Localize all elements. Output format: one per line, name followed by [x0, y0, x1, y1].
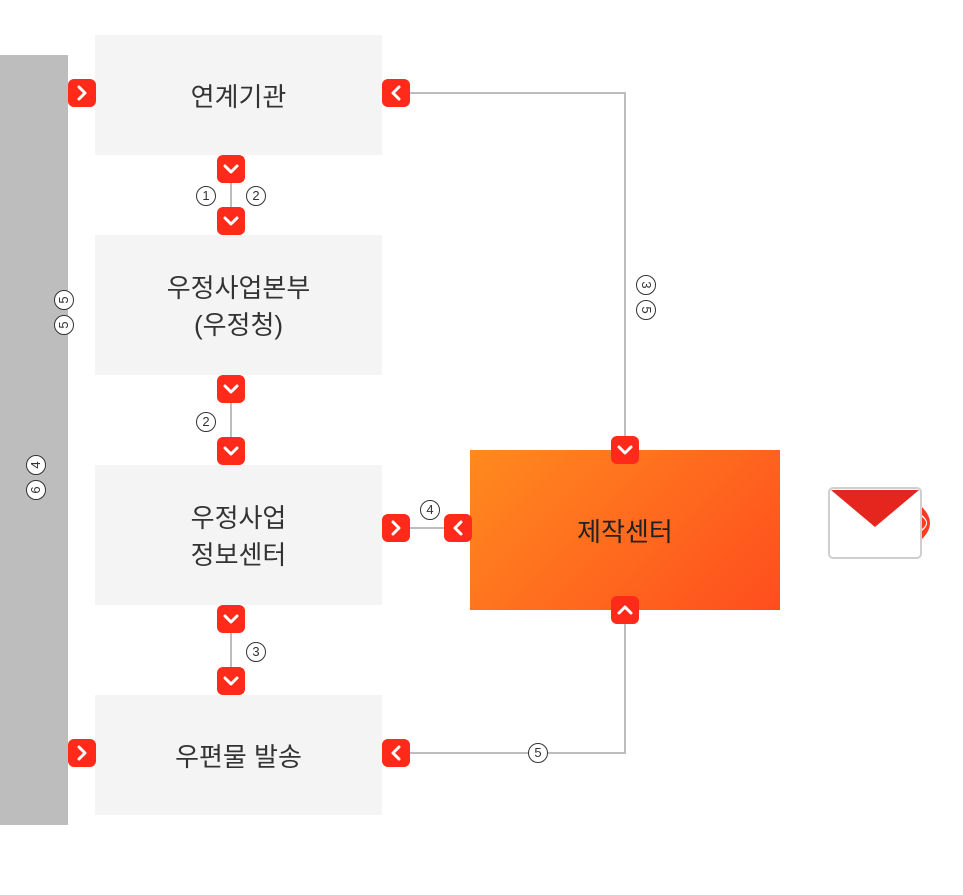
mail-icon [828, 487, 938, 567]
step-number: 1 [196, 186, 216, 206]
arrow-down-icon [217, 667, 245, 695]
arrow-left-icon [382, 739, 410, 767]
arrow-down-icon [217, 155, 245, 183]
line [382, 752, 626, 754]
step-number: 4 [420, 500, 440, 520]
line [624, 92, 626, 450]
node-label: 우편물 발송 [175, 737, 302, 774]
arrow-down-icon [217, 207, 245, 235]
node-info-center: 우정사업 정보센터 [95, 465, 382, 605]
step-number: 4 [26, 455, 46, 475]
step-number: 2 [246, 186, 266, 206]
arrow-right-icon [68, 739, 96, 767]
arrow-up-icon [611, 596, 639, 624]
node-label: 우정사업 [191, 498, 287, 535]
node-label: 우정사업본부 [167, 268, 311, 305]
node-postal-hq: 우정사업본부 (우정청) [95, 235, 382, 375]
step-number: 6 [26, 480, 46, 500]
node-label: 연계기관 [191, 77, 287, 114]
step-number: 5 [636, 300, 656, 320]
node-production-center: 제작센터 [470, 450, 780, 610]
arrow-right-icon [382, 514, 410, 542]
line [382, 92, 626, 94]
node-label: 정보센터 [191, 535, 287, 572]
arrow-left-icon [382, 79, 410, 107]
arrow-down-icon [217, 375, 245, 403]
step-number: 5 [528, 743, 548, 763]
arrow-down-icon [217, 437, 245, 465]
step-number: 5 [54, 315, 74, 335]
node-label: 제작센터 [577, 512, 673, 549]
line [624, 610, 626, 754]
arrow-down-icon [611, 436, 639, 464]
step-number: 3 [636, 275, 656, 295]
node-label: (우정청) [194, 305, 283, 342]
arrow-left-icon [444, 514, 472, 542]
arrow-right-icon [68, 79, 96, 107]
node-mail-send: 우편물 발송 [95, 695, 382, 815]
node-linked-agency: 연계기관 [95, 35, 382, 155]
step-number: 2 [196, 412, 216, 432]
arrow-down-icon [217, 605, 245, 633]
gray-band [0, 55, 68, 825]
step-number: 5 [54, 290, 74, 310]
step-number: 3 [246, 642, 266, 662]
